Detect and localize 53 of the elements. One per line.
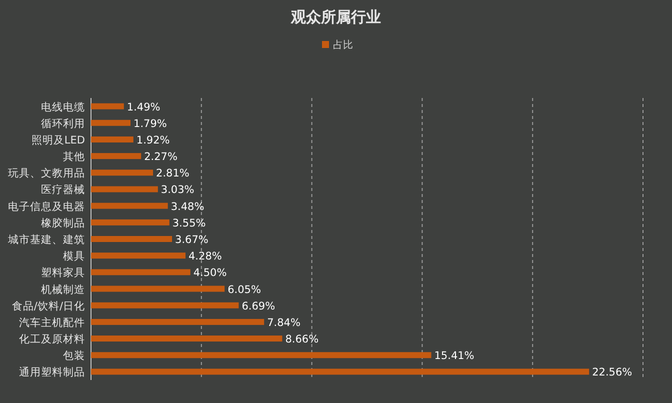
y-tick-label: 橡胶制品 <box>41 216 85 230</box>
data-label: 3.55% <box>172 217 206 230</box>
y-tick-label: 循环利用 <box>41 116 85 130</box>
bar <box>91 170 154 176</box>
bar <box>91 120 131 126</box>
y-tick-label: 塑料家具 <box>41 266 85 280</box>
data-label: 3.03% <box>160 184 194 196</box>
bar <box>91 286 225 292</box>
y-tick-label: 医疗器械 <box>41 183 85 196</box>
bar <box>91 302 239 308</box>
data-label: 15.41% <box>434 350 474 362</box>
legend-label: 占比 <box>333 39 353 51</box>
bar <box>91 103 124 110</box>
y-tick-label: 汽车主机配件 <box>19 316 85 329</box>
data-label: 2.81% <box>156 168 190 180</box>
y-tick-label: 城市基建、建筑 <box>7 233 85 246</box>
bar <box>91 219 170 226</box>
data-label: 4.50% <box>193 267 227 280</box>
y-tick-label: 化工及原材料 <box>19 332 85 346</box>
data-label: 4.28% <box>188 250 222 263</box>
bar <box>91 368 590 375</box>
data-label: 3.48% <box>170 200 204 213</box>
data-label: 3.67% <box>175 234 208 246</box>
bar <box>91 352 432 358</box>
y-tick-label: 食品/饮料/日化 <box>12 299 85 312</box>
bar <box>91 186 158 192</box>
y-tick-label: 包装 <box>63 349 85 362</box>
data-label: 8.66% <box>285 334 319 346</box>
bar <box>91 136 134 142</box>
y-tick-label: 电子信息及电器 <box>8 200 85 213</box>
data-label: 22.56% <box>592 366 632 379</box>
bar <box>91 252 186 259</box>
y-tick-label: 照明及LED <box>31 134 85 146</box>
bar <box>91 202 168 209</box>
y-tick-label: 模具 <box>63 250 85 263</box>
data-label: 2.27% <box>144 151 178 164</box>
data-label: 7.84% <box>267 316 300 329</box>
data-label: 6.69% <box>242 300 276 312</box>
bar <box>91 236 172 242</box>
y-tick-label: 其他 <box>63 150 85 164</box>
data-label: 6.05% <box>228 284 261 296</box>
y-tick-label: 玩具、文教用品 <box>8 166 85 180</box>
data-label: 1.79% <box>134 118 167 130</box>
y-tick-label: 通用塑料制品 <box>19 366 85 379</box>
data-label: 1.49% <box>126 101 160 114</box>
y-tick-label: 电线电缆 <box>41 100 85 114</box>
bar <box>91 318 264 325</box>
data-label: 1.92% <box>136 134 170 146</box>
bar <box>91 336 282 342</box>
y-tick-label: 机械制造 <box>41 282 85 296</box>
bar <box>91 153 142 160</box>
chart-title: 观众所属行业 <box>290 8 381 26</box>
bar <box>91 269 190 276</box>
